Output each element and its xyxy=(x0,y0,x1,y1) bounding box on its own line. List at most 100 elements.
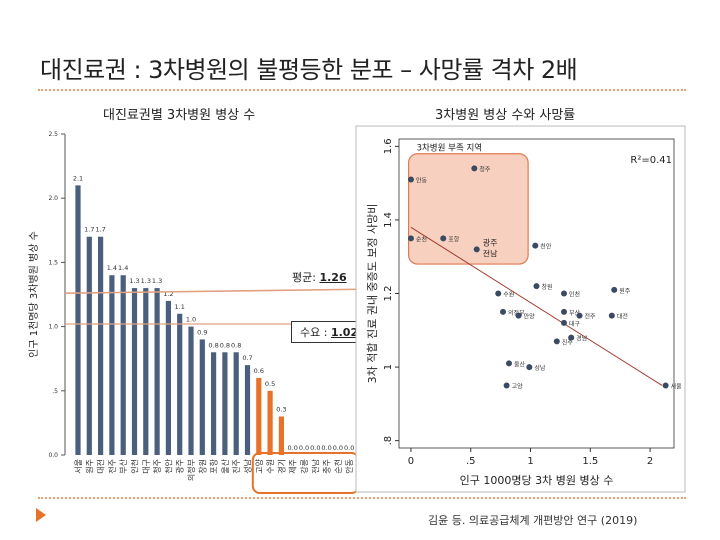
scatter-point xyxy=(662,382,669,389)
scatter-point xyxy=(561,290,567,297)
bar-category-label: 제주 xyxy=(289,459,298,474)
bar-부산 xyxy=(120,275,126,455)
bar-category-label: 고양 xyxy=(255,458,264,473)
scatter-point xyxy=(561,319,567,326)
scatter-point xyxy=(407,235,414,242)
bar-chart-title: 대진료권별 3차병원 병상 수 xyxy=(103,108,256,123)
bar-category-label: 안동 xyxy=(344,459,354,474)
bar-value-label: 0.0 xyxy=(333,444,343,452)
scatter-point-label: 수원 xyxy=(503,291,514,299)
bar-청주 xyxy=(154,288,160,455)
scatter-chart-title: 3차병원 병상 수와 사망률 xyxy=(435,108,576,123)
bar-category-label: 경기 xyxy=(276,459,286,474)
scatter-point-label: 원주 xyxy=(619,287,631,295)
bar-category-label: 진주 xyxy=(231,459,241,474)
scatter-x-tick-label: 1.5 xyxy=(582,456,598,467)
bar-category-label: 대전 xyxy=(96,459,106,474)
scatter-x-axis-label: 인구 1000명당 3차 병원 병상 수 xyxy=(460,474,614,487)
scatter-point-label: 안양 xyxy=(524,313,536,321)
bottom-divider xyxy=(38,497,686,499)
bar-category-label: 대구 xyxy=(142,459,151,474)
bar-category-label: 청주 xyxy=(153,459,162,474)
bar-서울 xyxy=(75,185,81,456)
bar-value-label: 1.7 xyxy=(95,226,105,234)
bar-울산 xyxy=(222,352,228,455)
scatter-y-tick-label: 1.2 xyxy=(383,286,394,302)
scatter-y-tick-label: .8 xyxy=(383,436,394,446)
bar-y-tick-label: .5 xyxy=(52,388,58,395)
bar-category-label: 인천 xyxy=(130,459,140,474)
bar-전주 xyxy=(109,275,115,455)
scatter-point xyxy=(473,246,480,253)
shortage-zone-label: 3차병원 부족 지역 xyxy=(417,143,483,154)
scatter-chart: 0 .5 1 1.5 2 .8 1 1.2 1.4 1.6 인구 1000명당 3차 병원 병상 수… xyxy=(355,125,686,493)
bar-value-label: 0.3 xyxy=(276,405,286,413)
bar-value-label: 1.1 xyxy=(175,303,185,311)
slide-title: 대진료권 : 3차병원의 불평등한 분포 – 사망률 격차 2배 xyxy=(40,56,578,84)
bar-인천 xyxy=(131,288,138,455)
scatter-point-label: 청주 xyxy=(479,166,491,173)
bar-value-label: 0.0 xyxy=(299,444,309,452)
scatter-point xyxy=(608,312,615,319)
bar-category-label: 의정부 xyxy=(186,459,196,481)
bar-category-label: 성남 xyxy=(244,458,253,473)
bar-chart: 0.0 .5 1.0 1.5 2.0 2.5 인구 1천명당 3차병원 병상 수 2.1 서울 1… xyxy=(28,131,360,494)
scatter-point xyxy=(526,364,533,371)
scatter-point xyxy=(568,334,575,341)
scatter-x-tick-label: .5 xyxy=(466,456,476,467)
bar-category-label: 충주 xyxy=(323,459,332,474)
scatter-y-tick-label: 1.6 xyxy=(383,138,394,154)
bar-category-label: 부산 xyxy=(118,458,128,473)
bar-value-label: 0.6 xyxy=(254,367,264,375)
bar-value-label: 0.7 xyxy=(242,354,252,362)
bar-value-label: 1.3 xyxy=(152,277,162,285)
average-annotation: 평균: 1.26 xyxy=(292,269,347,285)
scatter-point-label: 전주 xyxy=(585,313,597,321)
bar-category-label: 포항 xyxy=(210,458,219,473)
bar-category-label: 광주 xyxy=(175,459,185,474)
scatter-point xyxy=(533,283,540,290)
scatter-point-label: 순천 xyxy=(416,235,427,243)
scatter-point-label: 전남 xyxy=(483,248,498,258)
bar-천안 xyxy=(165,300,171,455)
scatter-point-label: 대전 xyxy=(617,313,628,321)
scatter-point-label: 안동 xyxy=(416,176,428,184)
bar-value-label: 1.0 xyxy=(186,316,196,324)
bar-category-label: 전남 xyxy=(310,458,320,473)
bar-value-label: 0.0 xyxy=(344,444,354,452)
scatter-x-tick-label: 0 xyxy=(408,456,414,467)
average-value: 1.26 xyxy=(319,271,347,284)
supply-label: 수요 : xyxy=(300,326,331,339)
top-divider xyxy=(38,89,686,91)
source-citation: 김윤 등. 의료공급체계 개편방안 연구 (2019) xyxy=(428,514,638,527)
bar-광주 xyxy=(177,313,183,455)
shortage-zone xyxy=(407,153,529,265)
scatter-point-label: 성남 xyxy=(534,364,546,372)
bar-category-label: 전주 xyxy=(107,459,117,474)
arrow-bullet-icon xyxy=(36,508,46,522)
scatter-point-label: 부산 xyxy=(569,309,581,317)
scatter-y-axis-label: 3차 적합 진료 권내 중증도 보정 사망비 xyxy=(366,204,379,384)
scatter-point-label: 대구 xyxy=(569,320,581,328)
bar-value-label: 0.0 xyxy=(321,444,331,452)
bar-진주 xyxy=(233,352,239,455)
scatter-point xyxy=(515,312,522,319)
supply-value: 1.02 xyxy=(330,326,359,339)
bar-category-label: 창원 xyxy=(198,459,207,474)
scatter-point-label: 포항 xyxy=(448,235,460,243)
bar-수원 xyxy=(267,390,273,455)
bar-y-tick-label: 2.5 xyxy=(48,131,58,138)
bar-대전 xyxy=(98,236,104,455)
scatter-point-label: 광주 xyxy=(483,237,498,247)
bar-y-tick-label: 1.5 xyxy=(48,259,58,266)
scatter-point xyxy=(407,176,414,183)
bar-대구 xyxy=(143,288,149,455)
scatter-point xyxy=(576,312,583,319)
bar-category-label: 울산 xyxy=(220,458,230,473)
scatter-point-label: 서울 xyxy=(671,382,683,390)
trend-line xyxy=(410,226,663,386)
scatter-point-label: 천안 xyxy=(540,243,552,251)
bar-value-label: 1.7 xyxy=(84,226,94,234)
bar-창원 xyxy=(199,339,205,455)
scatter-point-label: 인천 xyxy=(569,291,580,299)
